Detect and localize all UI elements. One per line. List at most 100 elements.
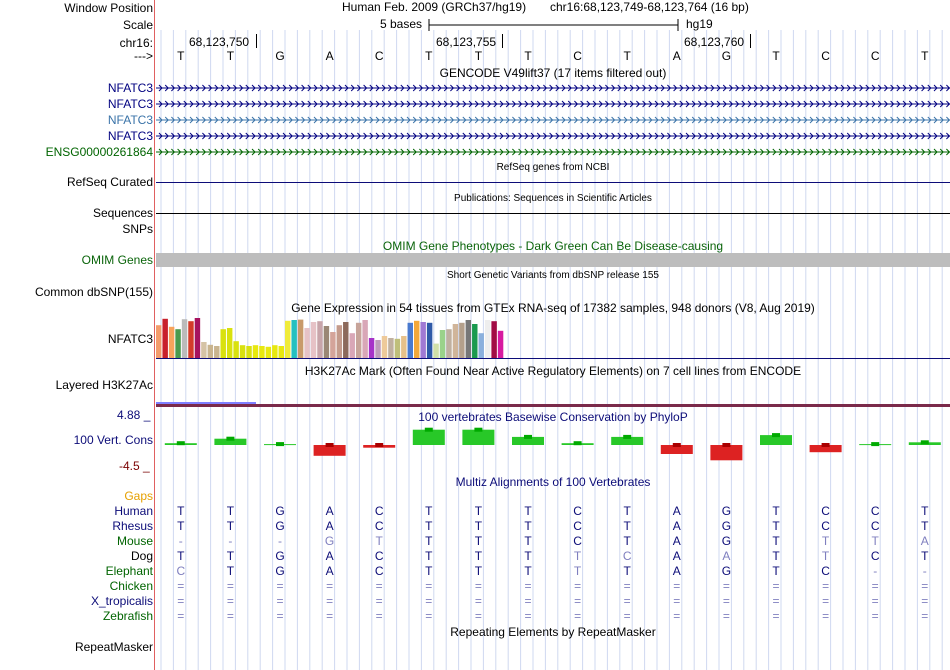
- strand-arrow: [499, 100, 504, 108]
- publications-label[interactable]: Sequences: [92, 206, 153, 220]
- multiz-track-title[interactable]: Multiz Alignments of 100 Vertebrates: [455, 475, 651, 489]
- gencode-gene-label[interactable]: NFATC3: [107, 97, 153, 111]
- h3k27ac-track-title[interactable]: H3K27Ac Mark (Often Found Near Active Re…: [304, 364, 802, 378]
- strand-arrow: [828, 148, 833, 156]
- strand-arrow: [400, 148, 405, 156]
- refseq-track-title[interactable]: RefSeq genes from NCBI: [496, 162, 610, 173]
- strand-arrow: [381, 132, 386, 140]
- gencode-gene-label[interactable]: NFATC3: [107, 81, 153, 95]
- phylop-chart[interactable]: [156, 425, 950, 465]
- strand-arrow: [276, 132, 281, 140]
- strand-arrow: [369, 132, 374, 140]
- alignment-base: A: [722, 549, 731, 563]
- gtex-chart[interactable]: [156, 318, 950, 360]
- strand-arrow: [158, 100, 163, 108]
- repeatmasker-label[interactable]: RepeatMasker: [74, 640, 153, 654]
- gtex-tissue-bar: [246, 346, 252, 358]
- multiz-species-label[interactable]: Dog: [130, 549, 153, 563]
- ruler-tick-label: 68,123,755: [436, 35, 497, 49]
- omim-label[interactable]: OMIM Genes: [81, 253, 153, 267]
- gencode-gene-track[interactable]: [156, 83, 950, 93]
- strand-arrow: [350, 84, 355, 92]
- gencode-gene-track[interactable]: [156, 131, 950, 141]
- strand-arrow: [679, 84, 684, 92]
- assembly-name: Human Feb. 2009 (GRCh37/hg19): [342, 0, 527, 14]
- strand-arrow: [270, 132, 275, 140]
- gencode-gene-track[interactable]: [156, 99, 950, 109]
- multiz-species-label[interactable]: Chicken: [109, 579, 153, 593]
- omim-track-title[interactable]: OMIM Gene Phenotypes - Dark Green Can Be…: [382, 239, 724, 253]
- gtex-track-title[interactable]: Gene Expression in 54 tissues from GTEx …: [291, 301, 815, 315]
- gencode-gene-track[interactable]: [156, 115, 950, 125]
- strand-arrow: [828, 132, 833, 140]
- strand-arrow: [481, 148, 486, 156]
- strand-arrow: [264, 100, 269, 108]
- alignment-base: C: [821, 564, 830, 578]
- strand-arrow: [735, 116, 740, 124]
- strand-arrow: [456, 116, 461, 124]
- window-position[interactable]: chr16:68,123,749-68,123,764 (16 bp): [550, 0, 749, 14]
- multiz-species-label[interactable]: X_tropicalis: [90, 594, 153, 608]
- strand-arrow: [549, 148, 554, 156]
- multiz-species-label[interactable]: Mouse: [116, 534, 153, 548]
- strand-arrow: [654, 116, 659, 124]
- alignment-base: C: [573, 519, 582, 533]
- strand-arrow: [530, 116, 535, 124]
- strand-arrow: [567, 84, 572, 92]
- strand-arrow: [400, 100, 405, 108]
- gencode-gene-label[interactable]: NFATC3: [107, 129, 153, 143]
- strand-arrow: [555, 100, 560, 108]
- alignment-base: T: [425, 504, 433, 518]
- repeatmasker-track-title[interactable]: Repeating Elements by RepeatMasker: [450, 625, 656, 639]
- strand-arrow: [493, 132, 498, 140]
- phylop-score-mark: [821, 443, 830, 447]
- strand-arrow: [667, 84, 672, 92]
- strand-arrow: [195, 84, 200, 92]
- strand-arrow: [171, 132, 176, 140]
- strand-arrow: [536, 148, 541, 156]
- gencode-gene-label[interactable]: ENSG00000261864: [45, 145, 153, 159]
- refseq-gene-line[interactable]: [156, 182, 950, 183]
- multiz-species-label[interactable]: Human: [114, 504, 153, 518]
- gencode-gene-track[interactable]: [156, 147, 950, 157]
- publications-line[interactable]: [156, 213, 950, 214]
- strand-arrow: [313, 148, 318, 156]
- dbsnp-label[interactable]: Common dbSNP(155): [34, 285, 153, 299]
- strand-arrow: [499, 116, 504, 124]
- strand-arrow: [865, 100, 870, 108]
- multiz-species-label[interactable]: Zebrafish: [102, 609, 153, 623]
- gtex-tissue-bar: [426, 322, 433, 358]
- strand-arrow: [598, 84, 603, 92]
- strand-arrow: [288, 148, 293, 156]
- alignment-base: G: [721, 519, 732, 533]
- strand-arrow: [524, 84, 529, 92]
- dbsnp-track-title[interactable]: Short Genetic Variants from dbSNP releas…: [447, 270, 659, 281]
- sequence-base: C: [870, 49, 880, 63]
- strand-arrow: [319, 116, 324, 124]
- snps-label[interactable]: SNPs: [122, 222, 153, 236]
- gtex-label[interactable]: NFATC3: [107, 332, 153, 346]
- phylop-score-bar: [462, 429, 495, 445]
- phylop-track-title[interactable]: 100 vertebrates Basewise Conservation by…: [418, 410, 688, 424]
- strand-arrow: [617, 132, 622, 140]
- omim-gene-bar[interactable]: [156, 253, 950, 267]
- strand-arrow: [332, 100, 337, 108]
- alignment-base: =: [772, 579, 780, 593]
- multiz-species-label[interactable]: Rhesus: [112, 519, 153, 533]
- gencode-track-title[interactable]: GENCODE V49lift37 (17 items filtered out…: [439, 66, 667, 80]
- strand-arrow: [288, 132, 293, 140]
- alignment-base: A: [920, 534, 929, 548]
- h3k27ac-label[interactable]: Layered H3K27Ac: [55, 378, 153, 392]
- gencode-gene-label[interactable]: NFATC3: [107, 113, 153, 127]
- strand-arrow: [214, 84, 219, 92]
- multiz-species-label[interactable]: Elephant: [105, 564, 153, 578]
- publications-track-title[interactable]: Publications: Sequences in Scientific Ar…: [454, 193, 652, 204]
- alignment-base: T: [821, 534, 830, 548]
- strand-arrow: [326, 116, 331, 124]
- strand-arrow: [611, 148, 616, 156]
- phylop-label[interactable]: 100 Vert. Cons: [73, 433, 153, 447]
- refseq-label[interactable]: RefSeq Curated: [66, 175, 153, 189]
- strand-arrow: [214, 148, 219, 156]
- strand-arrow: [264, 148, 269, 156]
- alignment-base: =: [375, 594, 383, 608]
